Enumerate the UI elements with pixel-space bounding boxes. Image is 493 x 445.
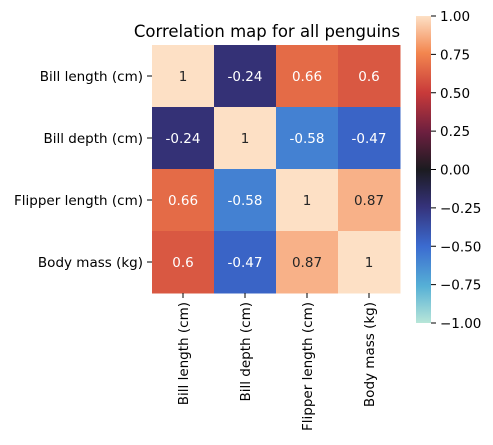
row-labels: Bill length (cm) Bill depth (cm) Flipper l… xyxy=(14,69,152,271)
cell-value-label: -0.24 xyxy=(166,131,201,147)
column-label: Bill depth (cm) xyxy=(238,302,254,402)
colorbar-tick-label: 0.50 xyxy=(440,86,470,102)
column-label: Bill length (cm) xyxy=(176,302,192,405)
heatmap-cell xyxy=(214,107,277,170)
cell-value-label: 1 xyxy=(179,69,188,85)
colorbar-tick-label: 1.00 xyxy=(440,9,470,25)
cell-value-label: 0.87 xyxy=(354,193,384,209)
column-labels: Bill length (cm) Bill depth (cm) Flipper l… xyxy=(176,293,378,431)
row-label: Bill depth (cm) xyxy=(44,131,144,147)
cell-value-label: -0.58 xyxy=(290,131,325,147)
colorbar-tick-label: −0.25 xyxy=(440,201,481,217)
heatmap-cell xyxy=(276,169,339,232)
cell-value-label: -0.58 xyxy=(228,193,263,209)
colorbar-tick-label: −0.50 xyxy=(440,239,481,255)
heatmap-cell xyxy=(152,107,215,170)
cell-value-label: 0.87 xyxy=(292,255,322,271)
colorbar-tick-label: −0.75 xyxy=(440,278,481,294)
cell-value-label: -0.24 xyxy=(228,69,263,85)
heatmap-cell xyxy=(338,231,401,294)
chart-title: Correlation map for all penguins xyxy=(134,22,400,41)
heatmap-cell xyxy=(214,45,277,108)
colorbar-ticks: 1.00 0.75 0.50 0.25 0.00 −0.25 −0.50 −0.75 −1.00 xyxy=(431,9,481,332)
cell-value-label: 1 xyxy=(365,255,374,271)
colorbar-tick-label: 0.25 xyxy=(440,124,470,140)
cell-value-label: -0.47 xyxy=(352,131,387,147)
heatmap-cell xyxy=(338,45,401,108)
cell-value-label: 0.6 xyxy=(172,255,193,271)
heatmap-cell xyxy=(214,231,277,294)
heatmap-cell xyxy=(214,169,277,232)
heatmap-cell xyxy=(276,107,339,170)
colorbar-tick-label: −1.00 xyxy=(440,316,481,332)
cell-value-label: 1 xyxy=(303,193,312,209)
colorbar xyxy=(416,16,431,323)
row-label: Flipper length (cm) xyxy=(14,193,143,209)
cell-value-label: 0.6 xyxy=(358,69,379,85)
heatmap-cell xyxy=(338,169,401,232)
heatmap-cells: 1 -0.24 0.66 0.6 -0.24 1 -0.58 -0.47 0.66 -0.58 1 0… xyxy=(152,45,401,294)
column-label: Body mass (kg) xyxy=(362,302,378,407)
row-label: Body mass (kg) xyxy=(38,255,143,271)
row-label: Bill length (cm) xyxy=(40,69,143,85)
cell-value-label: 0.66 xyxy=(292,69,322,85)
cell-value-label: 0.66 xyxy=(168,193,198,209)
column-label: Flipper length (cm) xyxy=(300,302,316,431)
heatmap-cell xyxy=(276,231,339,294)
heatmap-cell xyxy=(152,169,215,232)
cell-value-label: -0.47 xyxy=(228,255,263,271)
colorbar-tick-label: 0.00 xyxy=(440,163,470,179)
heatmap-cell xyxy=(152,45,215,108)
heatmap-cell xyxy=(152,231,215,294)
colorbar-tick-label: 0.75 xyxy=(440,47,470,63)
heatmap-cell xyxy=(338,107,401,170)
heatmap-cell xyxy=(276,45,339,108)
cell-value-label: 1 xyxy=(241,131,250,147)
